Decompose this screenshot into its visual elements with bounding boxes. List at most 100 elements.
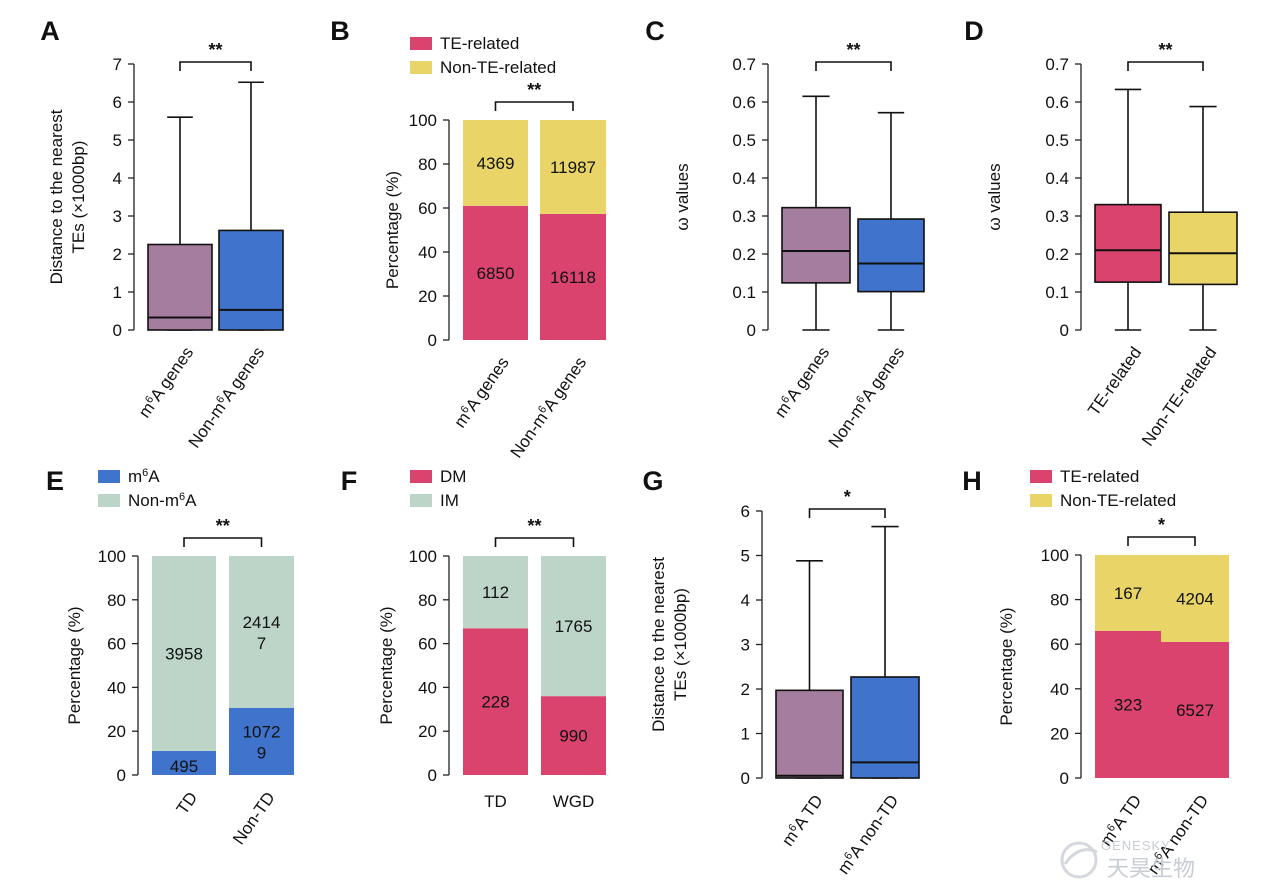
box-body (1094, 203, 1162, 283)
box-body (1168, 211, 1238, 286)
y-tick-label: 80 (1050, 591, 1069, 610)
stacked-bar-segment (1161, 641, 1229, 778)
bar-value-label: 1765 (555, 617, 593, 636)
y-axis-title-text: ω values (673, 163, 692, 230)
legend-label: TE-related (440, 34, 519, 53)
category-label: Non-TD (229, 788, 279, 848)
legend-label: Non-TE-related (440, 58, 556, 77)
y-axis-title: Percentage (%) (377, 606, 396, 724)
y-tick-label: 6 (113, 93, 122, 112)
bar-value-label: 9 (257, 743, 266, 762)
legend-swatch (1030, 470, 1052, 483)
significance-marker: ** (527, 516, 541, 536)
legend-label: TE-related (1060, 467, 1139, 486)
significance-marker: ** (1158, 40, 1172, 60)
category-label: m6A genes (771, 343, 833, 421)
y-tick-label: 5 (741, 547, 750, 566)
y-axis-title-text: Percentage (%) (65, 606, 84, 724)
bar-value-label: 4204 (1176, 589, 1214, 608)
panel-g: G 0 1 2 3 4 5 6 Distance to the nearest TEs (×100… (642, 466, 920, 878)
y-axis-title-text: ω values (985, 163, 1004, 230)
y-tick-label: 1 (741, 725, 750, 744)
legend-swatch (410, 37, 432, 50)
y-tick-label: 40 (1050, 680, 1069, 699)
y-tick-label: 80 (418, 591, 437, 610)
category-label: Non-m6A genes (825, 343, 909, 451)
y-tick-label: 100 (409, 111, 437, 130)
bar-value-label: 167 (1114, 584, 1142, 603)
y-tick-label: 0 (747, 321, 756, 340)
stacked-bar-segment (541, 696, 606, 775)
category-label: Non-TE-related (1138, 343, 1220, 449)
bar-value-label: 1072 (243, 722, 281, 741)
y-tick-label: 40 (107, 678, 126, 697)
panel-letter: A (40, 16, 60, 46)
significance-marker: ** (208, 40, 222, 60)
y-tick-label: 7 (113, 55, 122, 74)
y-tick-label: 80 (418, 155, 437, 174)
y-tick-label: 0.3 (1045, 207, 1069, 226)
box-body (850, 676, 920, 779)
y-tick-label: 60 (418, 199, 437, 218)
stacked-bar-segment (540, 213, 606, 340)
category-label: TD (484, 792, 507, 811)
box-body (775, 689, 844, 779)
bar-value-label: 6527 (1176, 701, 1214, 720)
panel-letter: E (46, 466, 64, 496)
significance-marker: ** (527, 80, 541, 100)
legend-swatch (410, 494, 432, 507)
legend-swatch (410, 61, 432, 74)
category-label: m6A genes (450, 353, 512, 431)
significance-bracket (179, 61, 252, 71)
significance-bracket (183, 537, 263, 547)
category-label: Non-m6A genes (185, 343, 269, 451)
y-axis-title-text: Percentage (%) (997, 607, 1016, 725)
y-axis-title: Distance to the nearest TEs (×1000bp) (649, 557, 690, 732)
watermark-brand-cn: 天昊生物 (1107, 857, 1195, 882)
y-tick-label: 100 (98, 547, 126, 566)
significance-marker: * (1158, 515, 1165, 535)
y-tick-label: 0.2 (732, 245, 756, 264)
bar-value-label: 2414 (243, 613, 281, 632)
y-axis-title-line1: Distance to the nearest (649, 557, 668, 732)
bar-value-label: 6850 (477, 264, 515, 283)
category-label: Non-m6A genes (507, 353, 591, 461)
stacked-bar-segment (229, 707, 294, 775)
box-body (218, 229, 284, 331)
panel-f: F 0 20 40 60 80 100 Percentage (%) TD WGD 228 112 99… (341, 466, 606, 811)
legend-swatch (98, 494, 120, 507)
bar-value-label: 323 (1114, 695, 1142, 714)
y-tick-label: 0.6 (732, 93, 756, 112)
y-tick-label: 0.5 (732, 131, 756, 150)
stacked-bar-segment (540, 120, 606, 214)
category-label: m6A genes (135, 343, 197, 421)
y-tick-label: 0.3 (732, 207, 756, 226)
y-tick-label: 0 (113, 321, 122, 340)
stacked-bar-segment (1095, 555, 1161, 631)
stacked-bar-segment (229, 556, 294, 708)
y-tick-label: 80 (107, 591, 126, 610)
bar-value-label: 112 (482, 583, 509, 602)
panel-c: C 0 0.1 0.2 0.3 0.4 0.5 0.6 0.7 ω values m6A genes… (645, 16, 925, 451)
y-tick-label: 0 (428, 331, 437, 350)
y-tick-label: 2 (741, 680, 750, 699)
stacked-bar-segment (152, 750, 216, 775)
y-tick-label: 100 (409, 547, 437, 566)
y-tick-label: 0 (1060, 769, 1069, 788)
y-tick-label: 0.7 (732, 55, 756, 74)
legend-swatch (98, 470, 120, 483)
stacked-bar-segment (152, 556, 216, 751)
y-tick-label: 20 (107, 722, 126, 741)
y-tick-label: 4 (113, 169, 122, 188)
bar-value-label: 16118 (550, 268, 596, 287)
legend-label: DM (440, 467, 466, 486)
y-tick-label: 0.1 (732, 283, 756, 302)
panel-a: A 0 1 2 3 4 5 6 7 Distance to the nearest TEs (×10… (40, 16, 284, 451)
stacked-bar-segment (463, 205, 528, 340)
y-tick-label: 0.4 (732, 169, 756, 188)
y-tick-label: 0.7 (1045, 55, 1069, 74)
significance-bracket (1127, 536, 1196, 546)
legend-label: IM (440, 491, 459, 510)
